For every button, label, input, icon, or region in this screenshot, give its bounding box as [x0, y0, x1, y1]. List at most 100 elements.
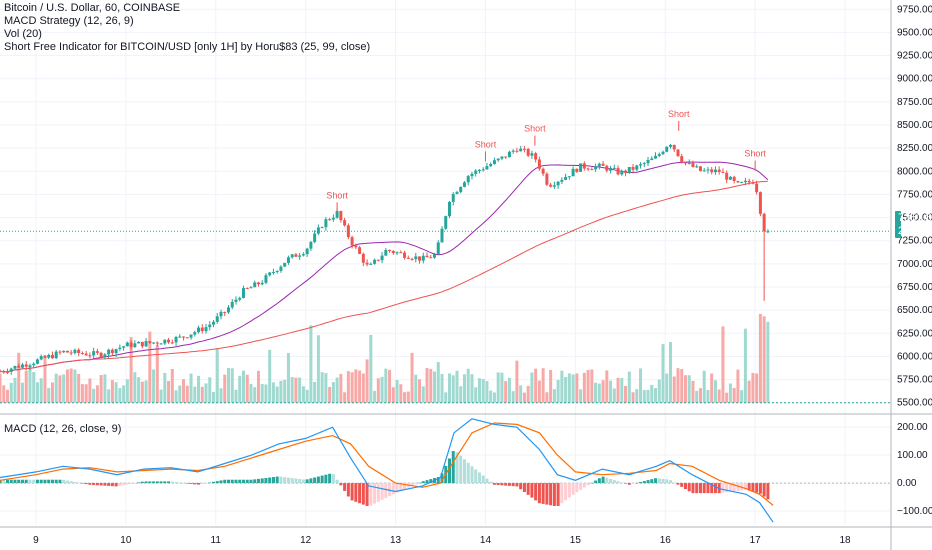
macd-histogram-bar	[212, 481, 216, 484]
candle-body	[395, 252, 399, 254]
candle-body	[481, 169, 485, 171]
volume-bar	[159, 389, 163, 403]
volume-bar	[148, 331, 152, 403]
macd-histogram-bar	[331, 474, 335, 484]
volume-bar	[77, 373, 81, 403]
candle-body	[167, 339, 171, 343]
volume-bar	[650, 384, 654, 403]
volume-bar	[436, 362, 440, 403]
macd-histogram-bar	[732, 483, 736, 492]
macd-histogram-bar	[466, 462, 470, 484]
candle-body	[444, 216, 448, 229]
volume-bar	[313, 381, 317, 403]
volume-bar	[47, 388, 51, 403]
volume-bar	[657, 379, 661, 403]
macd-histogram-bar	[137, 482, 141, 484]
volume-bar	[193, 386, 197, 403]
volume-bar	[167, 380, 171, 403]
indicator-legend[interactable]: Short Free Indicator for BITCOIN/USD [on…	[4, 41, 371, 53]
volume-bar	[69, 368, 73, 403]
macd-histogram-bar	[103, 483, 107, 486]
macd-histogram-bar	[144, 481, 148, 484]
candle-body	[309, 241, 313, 249]
macd-histogram-bar	[107, 483, 111, 486]
macd-histogram-bar	[133, 483, 137, 484]
candle-body	[500, 156, 504, 159]
volume-bar	[260, 383, 264, 403]
volume-bars	[0, 313, 890, 404]
macd-legend[interactable]: MACD (12, 26, close, 9)	[4, 423, 122, 435]
candle-body	[564, 176, 568, 180]
macd-histogram-bar	[268, 477, 272, 484]
volume-bar	[5, 389, 9, 403]
macd-histogram-bar	[492, 483, 496, 485]
candle-body	[286, 257, 290, 263]
volume-bar	[107, 389, 111, 403]
volume-bar	[406, 391, 410, 403]
macd-histogram-bar	[290, 478, 294, 484]
volume-bar	[234, 389, 238, 403]
macd-histogram-bar	[616, 481, 620, 484]
candle-body	[545, 173, 549, 185]
macd-histogram-bar	[125, 483, 129, 485]
candle-body	[185, 337, 189, 339]
macd-histogram-bar	[365, 483, 369, 506]
candle-body	[358, 247, 362, 254]
candle-body	[556, 181, 560, 186]
price-tick-label: 6000.00	[897, 351, 932, 362]
macd-histogram-bar	[594, 480, 598, 484]
volume-bar	[395, 379, 399, 403]
time-tick-label: 18	[839, 535, 851, 546]
volume-bar	[58, 375, 62, 403]
candle-body	[148, 341, 152, 343]
price-tick-label: 9250.00	[897, 51, 932, 62]
volume-bar	[399, 384, 403, 403]
candle-body	[43, 356, 47, 358]
candle-body	[612, 167, 616, 169]
candle-body	[766, 231, 770, 233]
candle-body	[129, 342, 133, 348]
candle-body	[579, 163, 583, 172]
ma-fast-line	[0, 161, 769, 373]
volume-legend[interactable]: Vol (20)	[4, 28, 42, 40]
candle-body	[226, 307, 230, 313]
candle-body	[28, 365, 32, 367]
macd-histogram-bar	[114, 483, 118, 487]
macd-histogram-bar	[758, 483, 762, 494]
strategy-legend[interactable]: MACD Strategy (12, 26, 9)	[4, 15, 134, 27]
candle-body	[403, 252, 407, 258]
macd-histogram-bar	[335, 479, 339, 484]
macd-tick-label: 200.00	[897, 422, 928, 433]
volume-bar	[620, 378, 624, 403]
volume-bar	[290, 377, 294, 403]
candle-body	[197, 327, 201, 333]
candle-body	[80, 353, 84, 355]
signal-line	[0, 422, 774, 506]
macd-histogram-bar	[691, 483, 695, 494]
candle-body	[605, 165, 609, 171]
volume-bar	[519, 385, 523, 403]
macd-histogram-bar	[654, 478, 658, 484]
macd-histogram-bar	[421, 481, 425, 484]
candle-body	[212, 321, 216, 325]
candle-body	[537, 159, 541, 169]
volume-bar	[597, 383, 601, 403]
candle-body	[50, 354, 54, 359]
volume-bar	[579, 389, 583, 403]
candle-body	[455, 192, 459, 195]
macd-histogram-bar	[552, 483, 556, 506]
volume-bar	[466, 368, 470, 403]
volume-bar	[459, 386, 463, 403]
candle-body	[668, 144, 672, 147]
volume-bar	[725, 392, 729, 403]
volume-bar	[388, 370, 392, 403]
candle-body	[421, 255, 425, 261]
symbol-legend[interactable]: Bitcoin / U.S. Dollar, 60, COINBASE	[4, 2, 181, 14]
macd-histogram-bar	[241, 479, 245, 484]
candle-body	[339, 211, 343, 221]
macd-histogram-bar	[425, 480, 429, 484]
macd-histogram-bar	[710, 483, 714, 494]
volume-bar	[751, 372, 755, 403]
macd-histogram-bar	[5, 479, 9, 484]
